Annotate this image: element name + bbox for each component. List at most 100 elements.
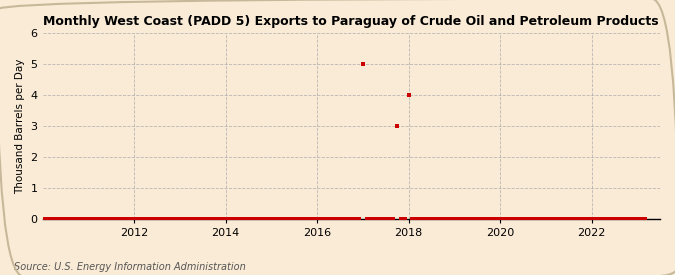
Point [292, 217, 303, 221]
Point [533, 217, 543, 221]
Text: Source: U.S. Energy Information Administration: Source: U.S. Energy Information Administ… [14, 262, 245, 272]
Point [197, 217, 208, 221]
Point [220, 217, 231, 221]
Point [98, 217, 109, 221]
Point [151, 217, 162, 221]
Point [250, 217, 261, 221]
Point [521, 217, 532, 221]
Point [377, 217, 387, 221]
Point [331, 217, 342, 221]
Point [186, 217, 196, 221]
Point [216, 217, 227, 221]
Point [632, 217, 643, 221]
Point [586, 217, 597, 221]
Point [90, 217, 101, 221]
Point [182, 217, 192, 221]
Point [392, 124, 402, 128]
Point [213, 217, 223, 221]
Point [193, 217, 204, 221]
Point [384, 217, 395, 221]
Point [529, 217, 540, 221]
Point [548, 217, 559, 221]
Point [49, 217, 59, 221]
Point [315, 217, 326, 221]
Point [636, 217, 647, 221]
Point [593, 217, 604, 221]
Point [63, 217, 74, 221]
Point [232, 217, 242, 221]
Point [109, 217, 120, 221]
Text: Monthly West Coast (PADD 5) Exports to Paraguay of Crude Oil and Petroleum Produ: Monthly West Coast (PADD 5) Exports to P… [43, 15, 658, 28]
Point [502, 217, 513, 221]
Point [537, 217, 547, 221]
Point [441, 217, 452, 221]
Point [460, 217, 471, 221]
Point [117, 217, 128, 221]
Point [388, 217, 399, 221]
Point [125, 217, 136, 221]
Point [72, 217, 82, 221]
Point [319, 217, 330, 221]
Point [506, 217, 517, 221]
Point [560, 217, 570, 221]
Point [148, 217, 159, 221]
Point [624, 217, 635, 221]
Point [601, 217, 612, 221]
Point [227, 217, 238, 221]
Point [254, 217, 265, 221]
Point [418, 217, 429, 221]
Point [453, 217, 464, 221]
Point [361, 217, 372, 221]
Point [495, 217, 506, 221]
Point [403, 93, 414, 97]
Point [487, 217, 497, 221]
Point [79, 217, 90, 221]
Point [590, 217, 601, 221]
Point [94, 217, 105, 221]
Point [239, 217, 250, 221]
Point [304, 217, 315, 221]
Point [396, 217, 406, 221]
Point [56, 217, 67, 221]
Point [155, 217, 166, 221]
Point [422, 217, 433, 221]
Point [475, 217, 486, 221]
Point [167, 217, 178, 221]
Point [400, 217, 410, 221]
Point [449, 217, 460, 221]
Point [273, 217, 284, 221]
Point [105, 217, 116, 221]
Point [518, 217, 529, 221]
Point [327, 217, 338, 221]
Point [323, 217, 334, 221]
Point [296, 217, 307, 221]
Point [369, 217, 379, 221]
Point [190, 217, 200, 221]
Point [639, 217, 650, 221]
Point [556, 217, 566, 221]
Point [433, 217, 444, 221]
Point [483, 217, 494, 221]
Point [113, 217, 124, 221]
Point [407, 217, 418, 221]
Point [235, 217, 246, 221]
Point [563, 217, 574, 221]
Point [571, 217, 582, 221]
Point [445, 217, 456, 221]
Point [209, 217, 219, 221]
Point [140, 217, 151, 221]
Point [52, 217, 63, 221]
Point [491, 217, 502, 221]
Point [288, 217, 299, 221]
Point [144, 217, 155, 221]
Point [136, 217, 147, 221]
Point [578, 217, 589, 221]
Point [346, 217, 356, 221]
Point [510, 217, 520, 221]
Point [567, 217, 578, 221]
Point [437, 217, 448, 221]
Point [102, 217, 113, 221]
Point [342, 217, 353, 221]
Point [259, 217, 269, 221]
Point [472, 217, 483, 221]
